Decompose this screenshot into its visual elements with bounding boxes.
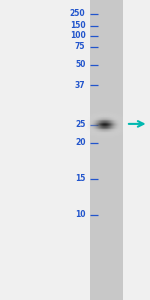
Text: 250: 250	[70, 9, 86, 18]
Text: 75: 75	[75, 42, 86, 51]
Text: 20: 20	[75, 138, 86, 147]
Bar	[90, 0, 123, 300]
Text: 10: 10	[75, 210, 86, 219]
Text: 37: 37	[75, 81, 85, 90]
Text: 15: 15	[75, 174, 86, 183]
Text: 25: 25	[75, 120, 86, 129]
Text: 100: 100	[70, 32, 85, 40]
Text: 50: 50	[75, 60, 86, 69]
Text: 150: 150	[70, 21, 86, 30]
